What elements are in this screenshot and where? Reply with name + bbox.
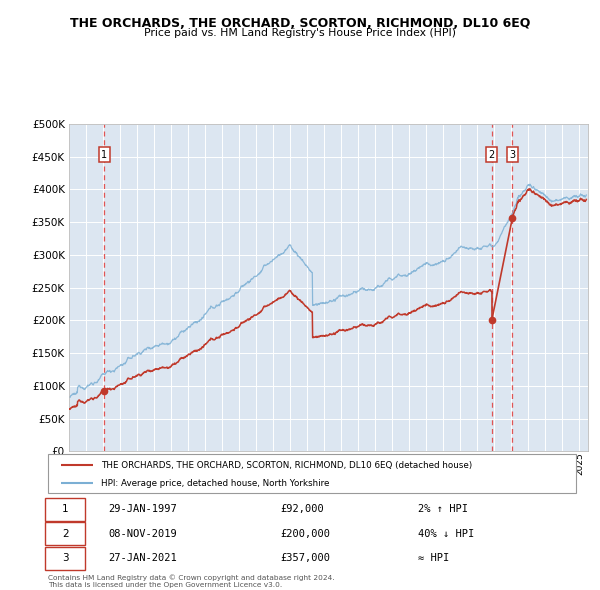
Text: 3: 3 — [509, 150, 515, 160]
Text: THE ORCHARDS, THE ORCHARD, SCORTON, RICHMOND, DL10 6EQ: THE ORCHARDS, THE ORCHARD, SCORTON, RICH… — [70, 17, 530, 30]
Text: 40% ↓ HPI: 40% ↓ HPI — [418, 529, 474, 539]
FancyBboxPatch shape — [48, 454, 576, 493]
Text: 27-JAN-2021: 27-JAN-2021 — [109, 553, 178, 563]
Text: 08-NOV-2019: 08-NOV-2019 — [109, 529, 178, 539]
Text: 1: 1 — [101, 150, 107, 160]
Text: 1: 1 — [62, 504, 69, 514]
Text: HPI: Average price, detached house, North Yorkshire: HPI: Average price, detached house, Nort… — [101, 478, 329, 487]
FancyBboxPatch shape — [46, 523, 85, 545]
Text: 2% ↑ HPI: 2% ↑ HPI — [418, 504, 467, 514]
Text: 3: 3 — [62, 553, 69, 563]
Text: 29-JAN-1997: 29-JAN-1997 — [109, 504, 178, 514]
Text: 2: 2 — [488, 150, 495, 160]
Text: Price paid vs. HM Land Registry's House Price Index (HPI): Price paid vs. HM Land Registry's House … — [144, 28, 456, 38]
Text: Contains HM Land Registry data © Crown copyright and database right 2024.
This d: Contains HM Land Registry data © Crown c… — [48, 575, 335, 588]
FancyBboxPatch shape — [46, 547, 85, 570]
Text: ≈ HPI: ≈ HPI — [418, 553, 449, 563]
Text: £92,000: £92,000 — [280, 504, 324, 514]
Text: £200,000: £200,000 — [280, 529, 331, 539]
Text: £357,000: £357,000 — [280, 553, 331, 563]
Text: 2: 2 — [62, 529, 69, 539]
Text: THE ORCHARDS, THE ORCHARD, SCORTON, RICHMOND, DL10 6EQ (detached house): THE ORCHARDS, THE ORCHARD, SCORTON, RICH… — [101, 461, 472, 470]
FancyBboxPatch shape — [46, 498, 85, 521]
